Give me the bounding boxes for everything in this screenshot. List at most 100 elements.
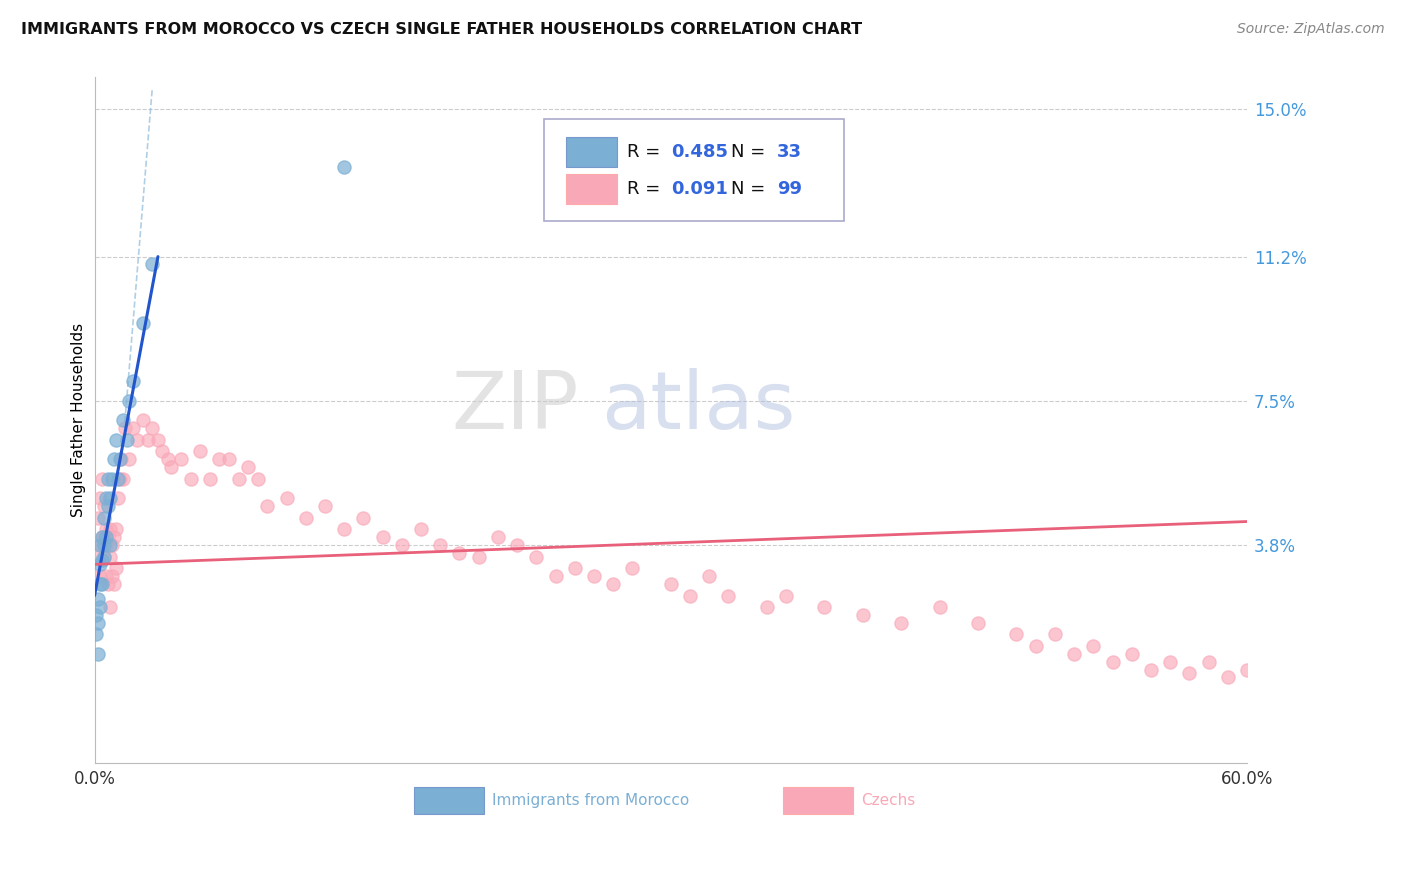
Point: [156, 452, 179, 467]
Point: [544, 569, 567, 583]
Point: [409, 522, 432, 536]
Point: [125, 433, 148, 447]
Point: [506, 538, 529, 552]
Point: [218, 452, 240, 467]
Point: [890, 615, 912, 630]
Point: [101, 538, 124, 552]
Point: [717, 589, 740, 603]
Point: [101, 472, 124, 486]
Text: N =: N =: [731, 144, 770, 161]
Text: N =: N =: [731, 180, 770, 198]
Point: [107, 491, 129, 505]
Point: [1294, 678, 1316, 692]
Point: [131, 316, 153, 330]
Point: [160, 460, 183, 475]
Point: [1101, 655, 1123, 669]
Point: [87, 549, 110, 564]
Point: [564, 561, 586, 575]
Point: [1063, 647, 1085, 661]
Point: [1121, 647, 1143, 661]
Point: [98, 491, 121, 505]
Point: [87, 647, 110, 661]
FancyBboxPatch shape: [565, 137, 617, 168]
Point: [89, 569, 111, 583]
Point: [602, 577, 624, 591]
Point: [1256, 674, 1278, 689]
Point: [1198, 655, 1220, 669]
Point: [98, 549, 121, 564]
Point: [104, 522, 127, 536]
Point: [104, 433, 127, 447]
Point: [1159, 655, 1181, 669]
Point: [94, 522, 117, 536]
Point: [93, 510, 115, 524]
Point: [180, 472, 202, 486]
Text: atlas: atlas: [602, 368, 796, 445]
Point: [353, 510, 375, 524]
Point: [115, 433, 138, 447]
Point: [98, 538, 121, 552]
Point: [138, 433, 160, 447]
Point: [94, 491, 117, 505]
FancyBboxPatch shape: [565, 174, 617, 204]
Text: 33: 33: [776, 144, 801, 161]
Point: [91, 577, 114, 591]
Point: [118, 452, 141, 467]
Point: [91, 553, 114, 567]
Point: [1274, 670, 1296, 684]
Point: [775, 589, 797, 603]
Point: [101, 569, 124, 583]
Point: [103, 530, 125, 544]
Point: [97, 577, 120, 591]
Point: [103, 577, 125, 591]
Text: R =: R =: [627, 144, 666, 161]
Point: [524, 549, 547, 564]
Point: [89, 600, 111, 615]
Point: [89, 538, 111, 552]
Point: [1369, 681, 1392, 696]
Point: [1331, 681, 1354, 696]
Point: [89, 538, 111, 552]
Point: [91, 530, 114, 544]
Point: [93, 499, 115, 513]
Point: [295, 510, 318, 524]
Point: [1178, 666, 1201, 681]
Point: [391, 538, 413, 552]
Y-axis label: Single Father Households: Single Father Households: [72, 323, 86, 517]
Point: [104, 561, 127, 575]
Point: [103, 452, 125, 467]
Point: [94, 530, 117, 544]
Point: [371, 530, 394, 544]
Point: [1236, 663, 1258, 677]
Point: [87, 615, 110, 630]
Point: [108, 472, 131, 486]
Text: Czechs: Czechs: [860, 793, 915, 808]
Point: [94, 569, 117, 583]
Point: [1005, 627, 1028, 641]
Point: [1025, 639, 1047, 653]
Point: [697, 569, 720, 583]
Point: [429, 538, 451, 552]
Point: [170, 452, 193, 467]
FancyBboxPatch shape: [544, 119, 844, 221]
Point: [333, 160, 356, 174]
Point: [118, 393, 141, 408]
Point: [928, 600, 950, 615]
Point: [98, 522, 121, 536]
Point: [110, 452, 132, 467]
Point: [188, 444, 211, 458]
Point: [97, 530, 120, 544]
Point: [91, 530, 114, 544]
Point: [108, 452, 131, 467]
Point: [86, 627, 108, 641]
Point: [755, 600, 778, 615]
Point: [228, 472, 250, 486]
Point: [1043, 627, 1066, 641]
Point: [122, 421, 145, 435]
Point: [1313, 674, 1336, 689]
Point: [238, 460, 260, 475]
Text: 99: 99: [776, 180, 801, 198]
Text: Immigrants from Morocco: Immigrants from Morocco: [492, 793, 689, 808]
Point: [467, 549, 489, 564]
Point: [87, 510, 110, 524]
